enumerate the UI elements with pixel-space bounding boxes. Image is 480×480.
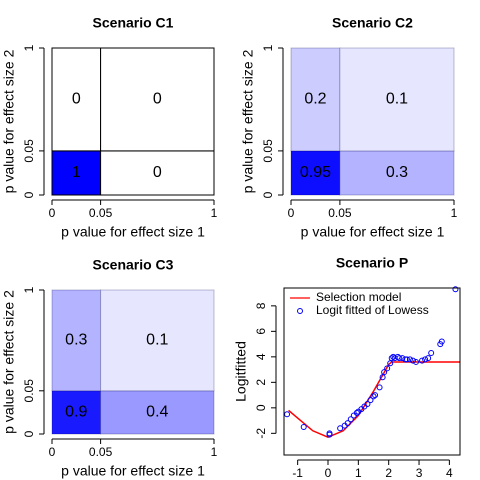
- cell-label: 0.1: [386, 91, 408, 108]
- point: [364, 401, 371, 408]
- cell: [100, 47, 215, 152]
- y-tick-label: 0: [22, 191, 36, 198]
- legend-label: Logit fitted of Lowess: [316, 303, 429, 317]
- point: [413, 358, 419, 365]
- point: [344, 420, 351, 427]
- point: [381, 369, 388, 376]
- y-tick-label: 0.05: [261, 139, 275, 163]
- x-tick-label: 2: [385, 466, 392, 480]
- point: [422, 356, 429, 363]
- plot-frame: [283, 287, 461, 456]
- point: [367, 397, 374, 404]
- y-tick-label: 1: [22, 286, 36, 293]
- point: [384, 365, 391, 372]
- y-axis-label: p value for effect size 2: [1, 49, 17, 193]
- point: [347, 416, 354, 423]
- x-tick-label: 0.05: [328, 206, 352, 220]
- point: [428, 350, 435, 357]
- point: [337, 425, 344, 432]
- point: [425, 355, 432, 362]
- y-tick-label: 6: [254, 328, 268, 335]
- point: [379, 374, 386, 381]
- y-tick-label: -2: [254, 428, 268, 439]
- cell-label: 0.4: [146, 404, 168, 421]
- model-line: [288, 361, 460, 438]
- point: [438, 338, 445, 345]
- cell-label: 0.3: [386, 164, 408, 181]
- x-tick-label: 0.05: [89, 206, 113, 220]
- x-tick-label: 1: [211, 445, 218, 459]
- plot-frame: [51, 47, 215, 196]
- point: [452, 286, 459, 293]
- point: [370, 393, 377, 400]
- x-tick-label: 0.05: [89, 445, 113, 459]
- y-tick-label: 4: [254, 353, 268, 360]
- point: [409, 357, 416, 364]
- y-tick-label: 0: [261, 191, 275, 198]
- x-tick-label: 1: [355, 466, 362, 480]
- point: [353, 409, 360, 416]
- cell-label: 0.1: [146, 332, 168, 349]
- x-tick-label: -1: [292, 466, 303, 480]
- cell: [339, 150, 455, 196]
- y-tick-label: 1: [261, 44, 275, 51]
- cell: [339, 47, 455, 152]
- point: [419, 357, 426, 364]
- cell-label: 0: [153, 91, 162, 108]
- y-tick-label: 0.05: [22, 139, 36, 163]
- x-axis-label: p value for effect size 1: [61, 463, 205, 479]
- y-axis-label: p value for effect size 2: [240, 49, 256, 193]
- cell-label: 0: [72, 91, 81, 108]
- x-tick-label: 0: [49, 206, 56, 220]
- x-tick-label: 4: [446, 466, 453, 480]
- cell: [51, 390, 102, 435]
- point: [376, 384, 383, 391]
- x-tick-label: 1: [211, 206, 218, 220]
- y-tick-label: 8: [254, 302, 268, 309]
- x-tick-label: 0: [325, 466, 332, 480]
- x-tick-label: 0: [288, 206, 295, 220]
- point: [284, 411, 291, 418]
- panel-title: Scenario P: [336, 255, 408, 271]
- point: [388, 355, 395, 362]
- cell-label: 1: [72, 164, 81, 181]
- cell: [51, 150, 102, 196]
- y-axis-label: p value for effect size 2: [1, 290, 17, 434]
- legend-point: [297, 308, 303, 314]
- point: [396, 355, 403, 362]
- x-tick-label: 3: [416, 466, 423, 480]
- cell-label: 0.9: [65, 404, 87, 421]
- y-tick-label: 0: [254, 404, 268, 411]
- y-tick-label: 2: [254, 379, 268, 386]
- x-axis-label: p value for effect size 1: [61, 224, 205, 240]
- x-axis-label: p value for effect size 1: [301, 224, 445, 240]
- point: [403, 356, 410, 363]
- y-tick-label: 0.05: [22, 379, 36, 403]
- cell: [100, 150, 215, 196]
- cell-label: 0.95: [300, 164, 331, 181]
- cell: [100, 289, 215, 392]
- panel-title: Scenario C1: [93, 15, 174, 31]
- panel-title: Scenario C2: [332, 15, 413, 31]
- cell-label: 0.2: [304, 91, 326, 108]
- y-tick-label: 1: [22, 44, 36, 51]
- cell-label: 0: [153, 164, 162, 181]
- point: [387, 360, 394, 367]
- point: [372, 392, 379, 399]
- legend-label: Selection model: [316, 290, 401, 304]
- panel-title: Scenario C3: [93, 257, 174, 273]
- x-tick-label: 0: [49, 445, 56, 459]
- cell-label: 0.3: [65, 332, 87, 349]
- point: [406, 356, 413, 363]
- x-tick-label: 1: [451, 206, 458, 220]
- point: [326, 431, 333, 438]
- y-tick-label: 0: [22, 430, 36, 437]
- y-axis-label: Logitfitted: [233, 341, 249, 402]
- point: [300, 423, 307, 430]
